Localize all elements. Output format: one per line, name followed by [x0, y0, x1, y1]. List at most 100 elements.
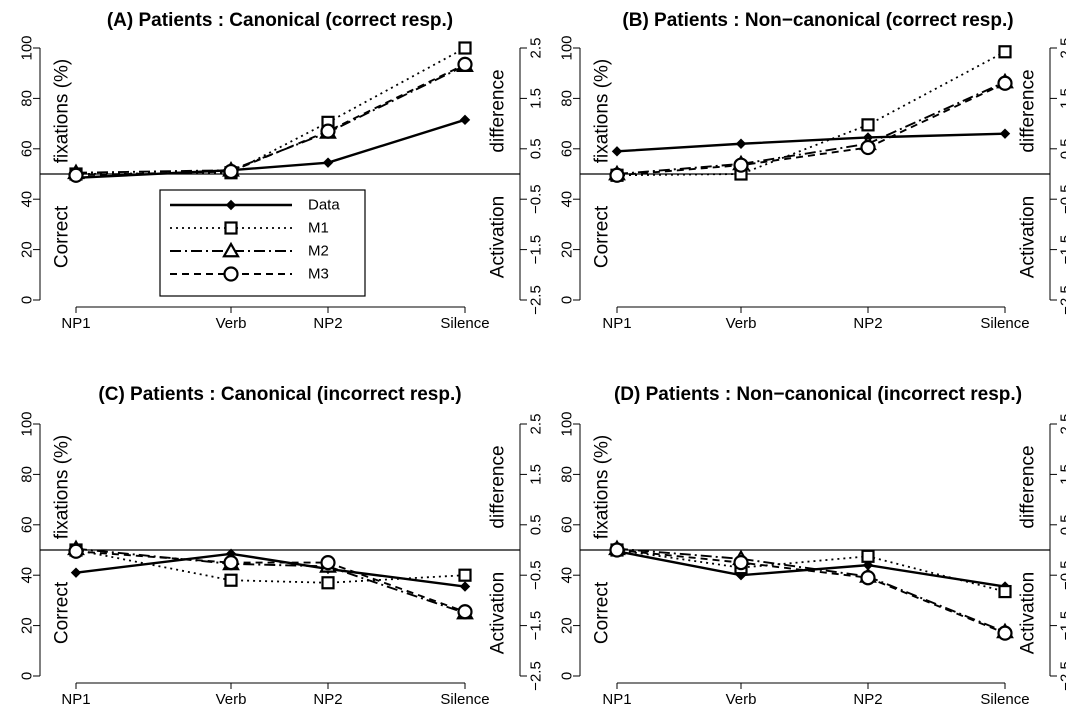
- y-tick-label: 0: [559, 672, 576, 680]
- y2-tick-label: 2.5: [528, 38, 545, 59]
- y-tick-label: 80: [559, 466, 576, 483]
- y2-axis-label-lower: Activation: [488, 196, 509, 278]
- y-axis-label-lower: Correct: [52, 581, 73, 644]
- legend-label-m1: M1: [308, 220, 329, 237]
- y2-tick-label: −0.5: [1058, 184, 1066, 214]
- legend-label-m3: M3: [308, 266, 329, 283]
- data-point-m3: [70, 169, 83, 182]
- data-point-m1: [1000, 586, 1011, 597]
- x-tick-label: NP1: [602, 691, 631, 708]
- y2-axis-label-lower: Activation: [488, 572, 509, 654]
- y-tick-label: 40: [19, 567, 36, 584]
- panel-title: (C) Patients : Canonical (incorrect resp…: [98, 384, 461, 405]
- data-point-m3: [611, 544, 624, 557]
- chart-panel-2: (C) Patients : Canonical (incorrect resp…: [19, 384, 545, 708]
- panel-title: (B) Patients : Non−canonical (correct re…: [622, 10, 1013, 31]
- y-axis-label-lower: Correct: [592, 581, 613, 644]
- y-tick-label: 80: [559, 90, 576, 107]
- y2-tick-label: −0.5: [528, 560, 545, 590]
- data-point-m3: [225, 556, 238, 569]
- legend-marker-m3: [225, 268, 238, 281]
- y2-tick-label: 1.5: [1058, 88, 1066, 109]
- data-point-m3: [735, 556, 748, 569]
- data-point-m1: [863, 551, 874, 562]
- x-tick-label: NP2: [853, 315, 882, 332]
- y2-tick-label: −2.5: [528, 285, 545, 315]
- y2-tick-label: 0.5: [528, 514, 545, 535]
- y-axis-label-upper: fixations (%): [592, 59, 613, 164]
- y2-tick-label: −1.5: [1058, 611, 1066, 641]
- y2-tick-label: −2.5: [1058, 285, 1066, 315]
- y2-tick-label: 1.5: [1058, 464, 1066, 485]
- data-point-m3: [459, 58, 472, 71]
- data-point-m3: [999, 77, 1012, 90]
- y-tick-label: 80: [19, 466, 36, 483]
- y2-tick-label: −0.5: [1058, 560, 1066, 590]
- y-tick-label: 100: [559, 35, 576, 60]
- data-point-m3: [70, 545, 83, 558]
- legend: Data M1 M2 M3: [160, 190, 365, 296]
- x-tick-label: Silence: [440, 315, 489, 332]
- y-tick-label: 100: [19, 35, 36, 60]
- data-point-m3: [999, 627, 1012, 640]
- y-tick-label: 20: [559, 241, 576, 258]
- data-point-m3: [322, 556, 335, 569]
- y-tick-label: 60: [559, 140, 576, 157]
- y-tick-label: 100: [559, 411, 576, 436]
- y2-tick-label: −1.5: [528, 611, 545, 641]
- chart-panel-3: (D) Patients : Non−canonical (incorrect …: [559, 384, 1066, 708]
- y-tick-label: 40: [559, 567, 576, 584]
- data-point-data: [613, 147, 622, 156]
- y2-tick-label: −1.5: [528, 235, 545, 265]
- y2-tick-label: −1.5: [1058, 235, 1066, 265]
- y2-tick-label: 1.5: [528, 88, 545, 109]
- data-point-m1: [226, 575, 237, 586]
- x-tick-label: Verb: [216, 691, 247, 708]
- y-tick-label: 40: [559, 191, 576, 208]
- data-point-m3: [862, 141, 875, 154]
- data-point-m1: [863, 119, 874, 130]
- panel-title: (A) Patients : Canonical (correct resp.): [107, 10, 453, 31]
- y-tick-label: 60: [19, 516, 36, 533]
- data-point-m3: [862, 571, 875, 584]
- y2-axis-label-upper: difference: [1018, 69, 1039, 152]
- y-tick-label: 60: [559, 516, 576, 533]
- y2-tick-label: 0.5: [1058, 514, 1066, 535]
- series-line-m2: [76, 549, 465, 613]
- legend-label-m2: M2: [308, 243, 329, 260]
- x-tick-label: NP1: [602, 315, 631, 332]
- y2-tick-label: 2.5: [1058, 414, 1066, 435]
- y2-axis-label-upper: difference: [488, 69, 509, 152]
- y2-axis-label-upper: difference: [1018, 445, 1039, 528]
- panel-title: (D) Patients : Non−canonical (incorrect …: [614, 384, 1022, 405]
- y-axis-label-upper: fixations (%): [52, 435, 73, 540]
- data-point-m1: [460, 570, 471, 581]
- series-line-m2: [76, 66, 465, 173]
- y2-tick-label: −0.5: [528, 184, 545, 214]
- y2-axis-label-lower: Activation: [1018, 196, 1039, 278]
- series-line-data: [617, 134, 1005, 152]
- x-tick-label: NP2: [313, 315, 342, 332]
- x-tick-label: Silence: [980, 315, 1029, 332]
- y-tick-label: 20: [559, 617, 576, 634]
- data-point-m1: [460, 43, 471, 54]
- data-point-data: [461, 115, 470, 124]
- x-tick-label: Verb: [726, 691, 757, 708]
- series-line-data: [76, 120, 465, 178]
- data-point-m1: [323, 577, 334, 588]
- data-point-data: [1001, 129, 1010, 138]
- data-point-data: [72, 568, 81, 577]
- x-tick-label: NP2: [853, 691, 882, 708]
- series-line-data: [76, 554, 465, 587]
- y2-tick-label: 2.5: [528, 414, 545, 435]
- y-tick-label: 0: [559, 296, 576, 304]
- chart-panel-1: (B) Patients : Non−canonical (correct re…: [559, 10, 1066, 332]
- y-tick-label: 100: [19, 411, 36, 436]
- y-axis-label-lower: Correct: [52, 205, 73, 268]
- data-point-m1: [1000, 46, 1011, 57]
- y2-axis-label-upper: difference: [488, 445, 509, 528]
- y-axis-label-upper: fixations (%): [592, 435, 613, 540]
- series-line-m2: [617, 549, 1005, 632]
- x-tick-label: Silence: [980, 691, 1029, 708]
- legend-label-data: Data: [308, 197, 340, 214]
